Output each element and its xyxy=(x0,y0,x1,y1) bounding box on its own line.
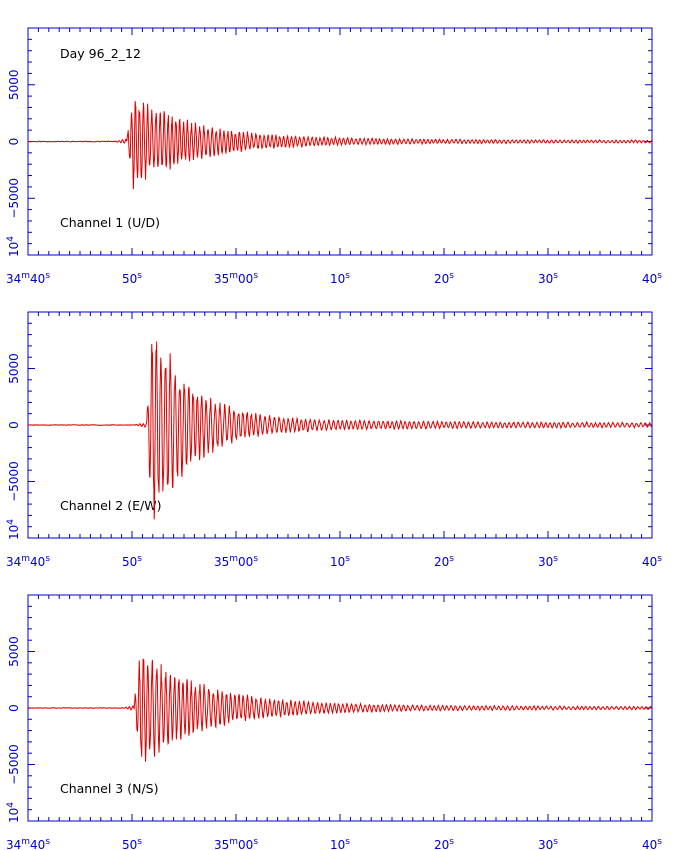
y-tick-label: 0 xyxy=(7,421,21,429)
y-tick-label: 5000 xyxy=(7,69,21,100)
x-tick-label: 10s xyxy=(330,837,350,850)
y-exponent-label: 104 xyxy=(6,802,21,823)
waveform-trace xyxy=(27,341,653,520)
y-exponent-label: 104 xyxy=(6,519,21,540)
x-tick-label: 50s xyxy=(122,837,142,850)
x-tick-label: 20s xyxy=(434,837,454,850)
x-tick-label: 34m40s xyxy=(6,554,50,569)
y-exponent-label: 104 xyxy=(6,236,21,257)
x-tick-label: 50s xyxy=(122,554,142,569)
x-tick-label: 35m00s xyxy=(214,271,258,286)
y-tick-label: 0 xyxy=(7,138,21,146)
x-tick-label: 10s xyxy=(330,554,350,569)
x-tick-label: 35m00s xyxy=(214,554,258,569)
y-exponent-sup: 4 xyxy=(6,802,16,808)
y-tick-label: −5000 xyxy=(7,461,21,502)
x-tick-label: 34m40s xyxy=(6,837,50,850)
channel-panel-1: −5000 0 5000 104 34m40s 50s 35m00s 10s 20s 30s 40s… xyxy=(6,27,662,286)
y-tick-label: 0 xyxy=(7,704,21,712)
x-tick-label: 30s xyxy=(538,837,558,850)
x-tick-label: 35m00s xyxy=(214,837,258,850)
x-tick-label: 30s xyxy=(538,271,558,286)
waveform-trace xyxy=(27,100,653,190)
waveform-trace xyxy=(27,658,653,762)
x-tick-label: 40s xyxy=(642,837,662,850)
y-tick-label: −5000 xyxy=(7,744,21,785)
channel-label: Channel 3 (N/S) xyxy=(60,781,158,796)
x-tick-label: 34m40s xyxy=(6,271,50,286)
y-tick-label: 5000 xyxy=(7,636,21,667)
x-tick-label: 30s xyxy=(538,554,558,569)
y-tick-label: 5000 xyxy=(7,353,21,384)
x-tick-label: 40s xyxy=(642,554,662,569)
y-exponent-sup: 4 xyxy=(6,236,16,242)
x-tick-label: 10s xyxy=(330,271,350,286)
x-tick-label: 50s xyxy=(122,271,142,286)
y-tick-label: −5000 xyxy=(7,178,21,219)
channel-panel-2: −5000 0 5000 104 34m40s 50s 35m00s 10s 20s 30s 40s… xyxy=(6,311,662,569)
channel-label: Channel 2 (E/W) xyxy=(60,498,161,513)
channel-label: Channel 1 (U/D) xyxy=(60,215,160,230)
figure-title: Day 96_2_12 xyxy=(60,46,141,61)
y-exponent-sup: 4 xyxy=(6,519,16,525)
channel-panel-3: −5000 0 5000 104 34m40s 50s 35m00s 10s 20s 30s 40s… xyxy=(6,594,662,850)
x-tick-label: 20s xyxy=(434,554,454,569)
x-tick-label: 40s xyxy=(642,271,662,286)
x-tick-label: 20s xyxy=(434,271,454,286)
